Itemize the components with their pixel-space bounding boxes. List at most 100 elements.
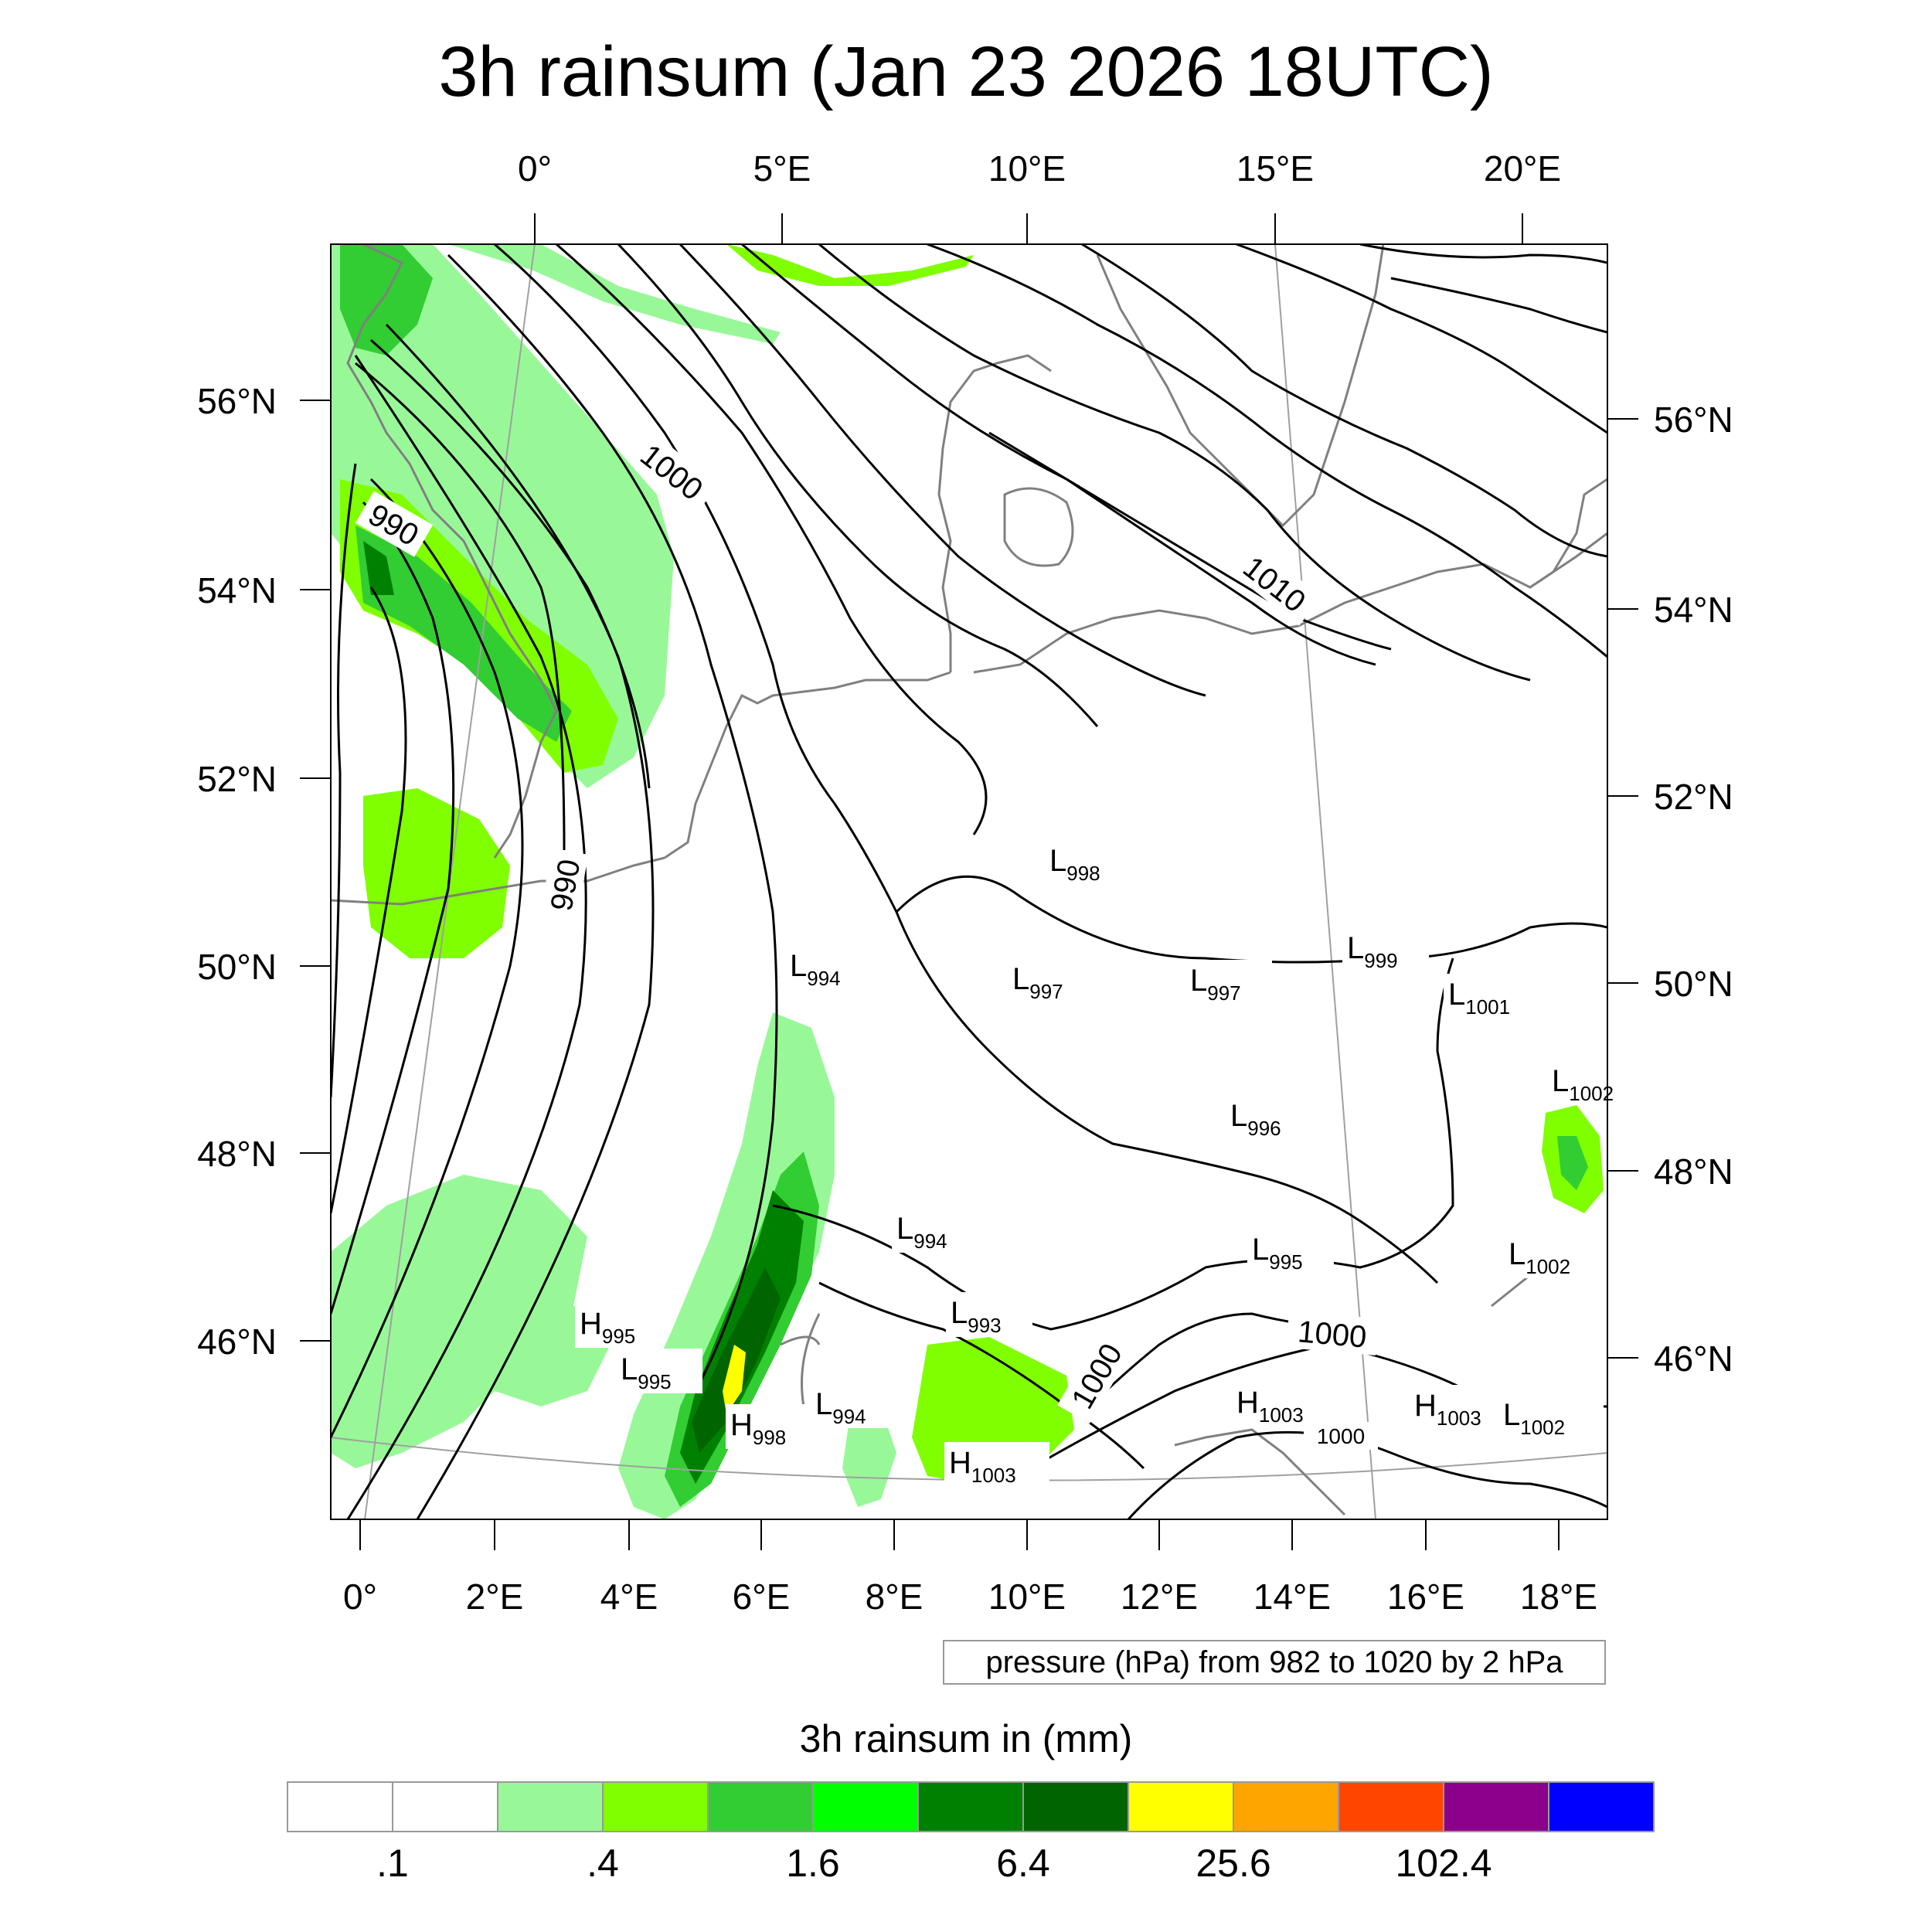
rain-area-north-sea-heavy xyxy=(355,526,572,742)
isobar xyxy=(331,463,357,1098)
colorbar-box xyxy=(1548,1781,1655,1832)
isobar xyxy=(927,244,1607,658)
colorbar-tick-label: .1 xyxy=(376,1842,409,1885)
isobar xyxy=(331,478,524,1438)
colorbar-tick-label: 6.4 xyxy=(996,1842,1050,1885)
pressure-center-text: L994 xyxy=(896,1212,947,1253)
pressure-center-label: L1002 xyxy=(1504,1233,1609,1278)
colorbar-box xyxy=(1022,1781,1129,1832)
colorbar-box xyxy=(1443,1781,1549,1832)
bottom-lon-label: 18°E xyxy=(1520,1577,1597,1617)
isobar-label-text: 1000 xyxy=(1297,1315,1368,1355)
map-frame xyxy=(330,243,1608,1520)
isobar xyxy=(818,244,1531,682)
isobar-label-text: 1000 xyxy=(1317,1424,1365,1448)
top-lon-label: 0° xyxy=(518,148,552,189)
colorbar-box xyxy=(1128,1781,1234,1832)
coast-low-countries xyxy=(664,671,951,859)
top-lon-label: 20°E xyxy=(1484,148,1561,189)
bottom-lon-label: 16°E xyxy=(1387,1577,1464,1617)
isobar xyxy=(331,587,407,1214)
pressure-center-label: H1003 xyxy=(944,1442,1049,1487)
isobar-1000 xyxy=(617,244,1099,727)
rain-area-north-sea-max xyxy=(363,541,394,595)
pressure-center-text: L1001 xyxy=(1448,978,1510,1019)
bottom-lon-label: 4°E xyxy=(600,1577,658,1617)
pressure-center-text: L995 xyxy=(1252,1233,1303,1274)
colorbar: .1 .4 1.6 6.4 25.6 102.4 xyxy=(287,1781,1655,1885)
pressure-center-text: L997 xyxy=(1012,962,1063,1003)
coast-danish-isles xyxy=(1003,487,1074,567)
pressure-center-text: L994 xyxy=(815,1387,866,1428)
bottom-lon-label: 0° xyxy=(343,1577,377,1617)
colorbar-box xyxy=(497,1781,604,1832)
isobar xyxy=(1359,244,1607,264)
isobar xyxy=(494,244,898,913)
top-lon-label: 10°E xyxy=(988,148,1066,189)
pressure-center-label: L1002 xyxy=(1498,1394,1604,1439)
pressure-center-text: L1002 xyxy=(1552,1064,1614,1105)
pressure-center-text: L995 xyxy=(621,1352,672,1393)
pressure-center-text: L1002 xyxy=(1503,1398,1565,1439)
colorbar-box xyxy=(707,1781,814,1832)
rain-area-channel xyxy=(363,788,510,958)
isobar-label-990: 990 xyxy=(539,848,589,922)
colorbar-box xyxy=(287,1781,393,1832)
pressure-center-text: H1003 xyxy=(1414,1389,1481,1430)
coast-lake-balaton xyxy=(1491,1274,1531,1308)
right-lat-label: 50°N xyxy=(1654,964,1733,1004)
isobar-label-1000: 1000 xyxy=(1286,1311,1379,1355)
pressure-center-label: H998 xyxy=(726,1404,812,1449)
pressure-center-label: L998 xyxy=(1045,840,1131,885)
pressure-center-label: L997 xyxy=(1008,958,1094,1003)
colorbar-title: 3h rainsum in (mm) xyxy=(799,1717,1133,1760)
isobar-1010 xyxy=(988,431,1392,651)
rain-area-north-sea xyxy=(331,244,674,788)
right-lat-label: 56°N xyxy=(1654,400,1733,440)
colorbar-box xyxy=(602,1781,709,1832)
rain-area-alps-peak xyxy=(723,1345,746,1414)
isobar xyxy=(385,323,655,1519)
top-lon-label: 15°E xyxy=(1236,148,1314,189)
contour-info: pressure (hPa) from 982 to 1020 by 2 hPa xyxy=(943,1640,1606,1685)
isobar xyxy=(1236,244,1607,434)
rain-area-top-right xyxy=(726,244,974,286)
coast-jutland xyxy=(937,354,1052,672)
left-lat-label: 50°N xyxy=(197,947,277,987)
colorbar-box xyxy=(392,1781,498,1832)
pressure-center-text: H995 xyxy=(580,1307,635,1348)
rain-area-france-central xyxy=(464,1306,611,1406)
isobar xyxy=(818,1281,1145,1470)
left-lat-label: 56°N xyxy=(197,381,277,421)
colorbar-tick-label: 1.6 xyxy=(786,1842,840,1885)
isobar xyxy=(1127,1430,1607,1519)
pressure-center-text: L994 xyxy=(790,949,841,990)
pressure-centers: L998 L994 L997 L997 L999 L1001 L1002 L996 L994 L9… xyxy=(575,840,1652,1487)
rain-area-po-valley-west xyxy=(842,1406,896,1507)
map-title: 3h rainsum (Jan 23 2026 18UTC) xyxy=(438,32,1494,111)
isobar xyxy=(1081,244,1607,558)
pressure-center-label: L995 xyxy=(616,1349,702,1393)
pressure-center-text: L998 xyxy=(1049,844,1100,885)
colorbar-tick-label: 25.6 xyxy=(1196,1842,1270,1885)
right-lat-label: 54°N xyxy=(1654,590,1733,630)
pressure-center-label: L999 xyxy=(1342,927,1429,972)
coast-britain-east xyxy=(346,244,558,859)
pressure-center-label: L1002 xyxy=(1547,1060,1652,1105)
pressure-center-label: H995 xyxy=(575,1303,662,1348)
pressure-center-text: L999 xyxy=(1347,931,1398,972)
pressure-center-text: L997 xyxy=(1190,964,1241,1005)
pressure-center-label: L996 xyxy=(1226,1095,1312,1140)
coast-britain-south xyxy=(331,856,665,906)
pressure-center-text: H998 xyxy=(730,1408,786,1449)
bottom-lon-label: 14°E xyxy=(1253,1577,1331,1617)
right-lat-label: 46°N xyxy=(1654,1338,1733,1379)
pressure-center-label: H1003 xyxy=(1410,1385,1515,1430)
pressure-center-text: H1003 xyxy=(949,1446,1016,1487)
coast-baltic-south xyxy=(973,532,1607,674)
isobar xyxy=(447,253,778,1392)
right-lat-label: 48°N xyxy=(1654,1151,1733,1192)
bottom-lon-label: 10°E xyxy=(988,1577,1066,1617)
right-lat-label: 52°N xyxy=(1654,777,1733,817)
